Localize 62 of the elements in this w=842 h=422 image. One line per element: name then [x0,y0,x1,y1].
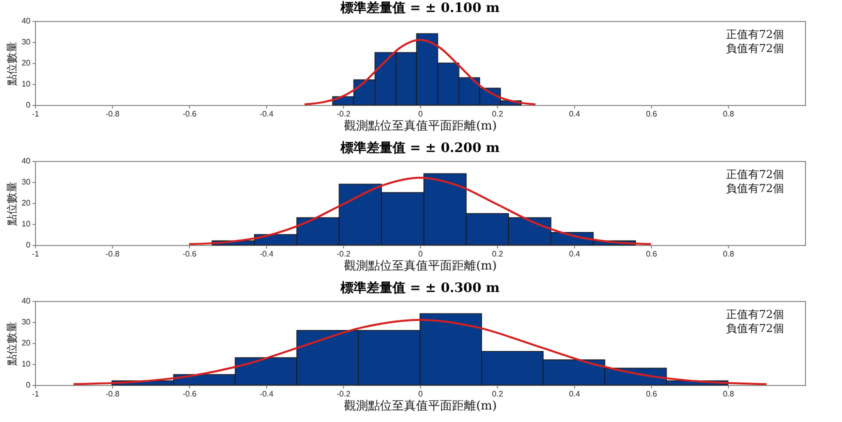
y-tick-label: 10 [22,220,32,228]
y-tick-label: 40 [22,16,32,26]
y-tick-label: 0 [26,100,32,110]
x-tick-label: -1 [32,110,40,118]
x-tick-label: 0 [418,250,424,258]
y-tick-label: 40 [22,296,32,306]
x-tick-label: 0.2 [492,110,504,118]
x-tick-label: -0.2 [336,110,351,118]
x-tick-label: -0.8 [106,250,120,258]
y-tick-label: 0 [26,380,32,390]
x-axis-title: 觀測點位至真值平面距離(m) [344,258,497,272]
x-tick-label: 0.8 [722,250,735,258]
x-tick-label: 0 [418,390,424,398]
x-tick-label: -0.6 [182,110,197,118]
y-tick-label: 20 [22,58,32,68]
x-tick-label: 0.6 [646,110,658,118]
y-tick-label: 20 [22,198,32,208]
y-tick-label: 30 [22,178,32,186]
x-tick-label: 0.6 [646,250,658,258]
x-tick-label: -0.4 [260,250,274,258]
x-tick-label: 0 [418,110,424,118]
y-tick-label: 30 [22,38,32,46]
annotation: 正值有72個 [726,28,784,41]
x-tick-label: 0.2 [492,390,504,398]
x-axis-title: 觀測點位至真值平面距離(m) [344,118,497,132]
annotation: 正值有72個 [726,308,784,321]
x-tick-label: 0.4 [568,390,581,398]
y-tick-label: 10 [22,360,32,368]
y-tick-label: 20 [22,338,32,348]
x-tick-label: -0.8 [106,110,120,118]
y-tick-label: 30 [22,318,32,326]
x-tick-label: -0.2 [336,250,351,258]
x-axis-title: 觀測點位至真值平面距離(m) [344,398,497,412]
y-tick-label: 0 [26,240,32,250]
x-tick-label: -0.6 [182,250,197,258]
x-tick-label: 0.4 [568,110,581,118]
chart-title: 標準差量值 = ± 0.100 m [339,1,500,16]
annotation: 負值有72個 [726,182,784,195]
chart-title: 標準差量值 = ± 0.200 m [339,141,500,156]
annotation: 負值有72個 [726,42,784,55]
y-tick-label: 40 [22,156,32,166]
x-tick-label: 0.8 [722,110,735,118]
x-tick-label: 0.4 [568,250,581,258]
y-axis-title: 點位數量 [6,322,19,366]
annotation: 正值有72個 [726,168,784,181]
chart-title: 標準差量值 = ± 0.300 m [339,281,500,296]
annotation: 負值有72個 [726,322,784,335]
x-tick-label: -0.4 [260,390,274,398]
x-tick-label: -0.6 [182,390,197,398]
x-tick-label: -1 [32,390,40,398]
line-series [304,38,536,106]
y-axis-title: 點位數量 [6,182,19,226]
line-series [188,176,652,246]
x-tick-label: 0.6 [646,390,658,398]
y-tick-label: 10 [22,80,32,88]
x-tick-label: -0.2 [336,390,351,398]
x-tick-label: -0.8 [106,390,120,398]
x-tick-label: -1 [32,250,40,258]
x-tick-label: -0.4 [260,110,274,118]
x-tick-label: 0.8 [722,390,735,398]
x-tick-label: 0.2 [492,250,504,258]
y-axis-title: 點位數量 [6,42,19,86]
